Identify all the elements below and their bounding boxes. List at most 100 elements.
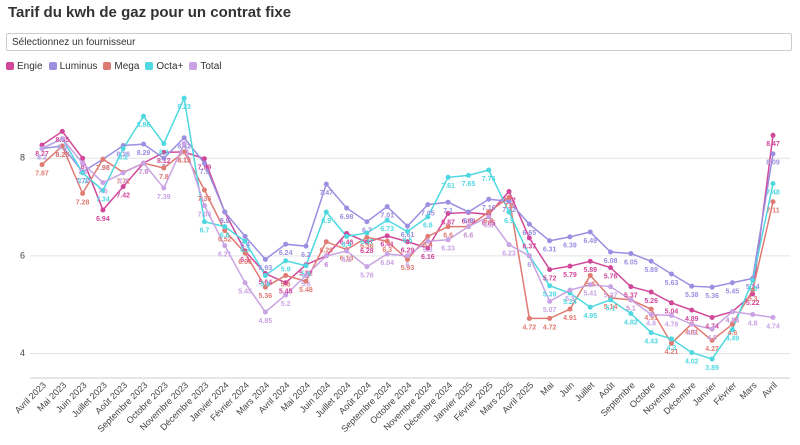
data-point [668,271,674,277]
data-label: 6.98 [340,214,354,221]
data-label: 5.22 [746,300,760,307]
data-label: 6.9 [220,218,230,225]
data-point [689,283,695,289]
data-point [567,234,573,240]
legend-item[interactable]: Total [189,61,222,72]
data-label: 6.49 [583,238,597,245]
legend-item[interactable]: Octa+ [145,61,183,72]
data-point [161,185,167,191]
data-point [445,210,451,216]
data-point [201,203,207,209]
data-label: 4.91 [644,315,658,322]
data-point [100,207,106,213]
data-label: 6.1 [240,257,250,264]
data-label: 5.3 [565,296,575,303]
data-point [141,141,147,147]
legend-item[interactable]: Mega [103,61,139,72]
legend-item[interactable]: Engie [6,61,43,72]
data-label: 5.93 [259,265,273,272]
data-label: 8.09 [766,160,780,167]
data-point [648,330,654,336]
data-label: 8.2 [37,154,47,161]
data-point [729,280,735,286]
data-label: 8.25 [55,152,69,159]
data-label: 6.9 [464,218,474,225]
data-point [405,229,410,234]
data-point [668,340,674,346]
data-point [486,196,492,202]
data-label: 5.37 [624,293,638,300]
data-point [729,309,735,315]
data-label: 4.89 [685,316,699,323]
data-point [405,223,410,229]
x-tick-label: Mars [738,380,760,402]
data-point [668,312,674,318]
data-point [181,135,187,141]
data-label: 6.4 [423,242,433,249]
data-point [100,156,106,162]
data-point [425,202,431,208]
data-label: 6.7 [200,228,210,235]
data-label: 6.04 [380,260,394,267]
data-point [547,238,553,244]
data-label: 7.39 [157,194,171,201]
data-label: 5.1 [606,306,616,313]
data-label: 7.9 [200,169,210,176]
data-point [242,280,248,286]
data-label: 6.87 [441,219,455,226]
data-point [608,284,614,290]
data-label: 6.5 [403,237,413,244]
data-label: 6.6 [220,232,230,239]
data-point [100,187,106,193]
data-point [587,258,593,264]
data-point [59,136,65,142]
data-label: 5.04 [665,309,679,316]
data-point [587,272,593,278]
data-point [181,95,187,101]
supplier-select[interactable]: Sélectionnez un fournisseur [6,33,792,51]
data-label: 6 [527,262,531,269]
data-point [648,306,654,312]
data-label: 4.3 [667,345,677,352]
data-label: 5.41 [583,291,597,298]
data-point [364,264,370,270]
data-point [262,256,268,262]
data-point [384,204,390,210]
data-label: 7.2 [504,203,514,210]
data-label: 4.85 [259,318,273,325]
data-point [689,350,695,356]
data-label: 8.13 [177,158,191,165]
data-label: 7.7 [78,179,88,186]
data-point [587,304,593,310]
data-label: 7.47 [319,190,333,197]
data-point [283,258,289,264]
data-point [729,321,735,327]
data-point [465,209,471,215]
data-label: 5.93 [401,265,415,272]
data-label: 6.3 [382,247,392,254]
data-label: 8.2 [37,154,47,161]
data-point [181,141,187,147]
data-label: 4.43 [644,338,658,345]
data-label: 5.07 [543,307,557,314]
data-point [80,170,86,176]
data-point [506,194,512,200]
data-label: 7.1 [443,208,453,215]
data-point [303,243,309,249]
data-point [59,128,65,134]
data-label: 6.4 [342,242,352,249]
data-point [222,243,228,249]
x-tick-label: Avril [760,380,779,399]
data-point [486,214,492,220]
data-point [587,229,593,235]
data-label: 4.8 [748,320,758,327]
legend-label: Luminus [59,61,98,72]
data-point [689,307,695,313]
legend-item[interactable]: Luminus [48,61,98,72]
data-label: 6.4 [240,242,250,249]
data-label: 5.64 [259,279,273,286]
data-label: 5.5 [748,286,758,293]
data-label: 4.27 [705,346,719,353]
data-label: 6.06 [238,259,252,266]
